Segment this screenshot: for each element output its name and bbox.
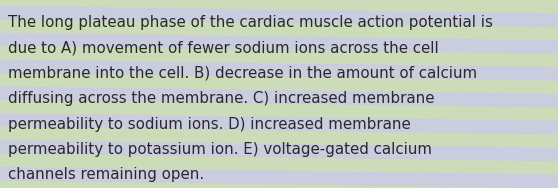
Text: The long plateau phase of the cardiac muscle action potential is: The long plateau phase of the cardiac mu… bbox=[8, 15, 493, 30]
Polygon shape bbox=[0, 86, 558, 107]
Polygon shape bbox=[0, 180, 558, 188]
Text: permeability to potassium ion. E) voltage-gated calcium: permeability to potassium ion. E) voltag… bbox=[8, 142, 432, 157]
Text: diffusing across the membrane. C) increased membrane: diffusing across the membrane. C) increa… bbox=[8, 91, 435, 106]
Polygon shape bbox=[0, 19, 558, 40]
Polygon shape bbox=[0, 167, 558, 188]
Polygon shape bbox=[0, 100, 558, 121]
Polygon shape bbox=[0, 46, 558, 67]
Polygon shape bbox=[0, 140, 558, 161]
Text: permeability to sodium ions. D) increased membrane: permeability to sodium ions. D) increase… bbox=[8, 117, 411, 132]
Text: membrane into the cell. B) decrease in the amount of calcium: membrane into the cell. B) decrease in t… bbox=[8, 66, 478, 81]
Polygon shape bbox=[0, 154, 558, 175]
Polygon shape bbox=[0, 33, 558, 54]
Text: due to A) movement of fewer sodium ions across the cell: due to A) movement of fewer sodium ions … bbox=[8, 40, 439, 55]
Text: channels remaining open.: channels remaining open. bbox=[8, 167, 204, 182]
Polygon shape bbox=[0, 73, 558, 94]
Polygon shape bbox=[0, 127, 558, 148]
Polygon shape bbox=[0, 6, 558, 27]
Polygon shape bbox=[0, 60, 558, 81]
Polygon shape bbox=[0, 113, 558, 134]
Polygon shape bbox=[0, 0, 558, 13]
